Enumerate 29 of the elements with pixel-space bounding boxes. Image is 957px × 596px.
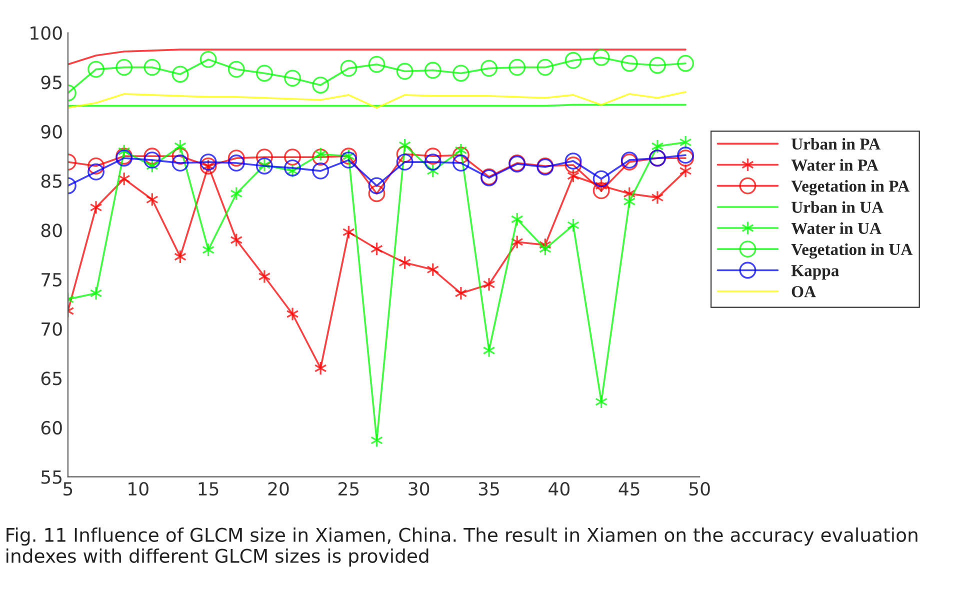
x-tick-label: 35 [478,482,499,496]
y-tick-label: 95 [41,76,62,90]
legend-label: Water in UA [791,222,882,234]
x-tick-label: 50 [689,482,710,496]
x-tick-label: 10 [128,482,148,496]
y-tick-label: 55 [42,470,62,484]
legend-label: Urban in UA [791,201,884,213]
y-tick-label: 70 [42,322,62,336]
y-tick-label: 85 [41,174,62,188]
y-tick-label: 75 [42,273,62,287]
legend-label: Urban in PA [791,138,880,150]
x-tick-label: 20 [268,482,289,496]
y-tick-label: 90 [41,124,62,139]
x-tick-label: 5 [64,482,72,496]
x-tick-label: 45 [618,482,640,496]
caption: Fig. 11 Influence of GLCM size in Xiamen, China. The result in Xiamen on the accuracy evaluation indexes with different GLCM sizes is provided [6,527,918,567]
x-tick-label: 25 [338,482,359,496]
x-tick-label: 30 [408,482,430,496]
y-tick-label: 60 [41,420,62,435]
legend-label: OA [792,286,816,298]
x-tick-label: 40 [548,482,570,496]
y-tick-label: 100 [30,26,62,40]
legend-label: Kappa [791,265,839,280]
y-tick-label: 65 [41,372,62,386]
legend-label: Vegetation in UA [791,243,913,259]
legend-label: Vegetation in PA [791,180,910,196]
y-tick-label: 80 [41,224,62,238]
x-tick-label: 15 [198,482,218,496]
legend-label: Water in PA [791,159,878,171]
